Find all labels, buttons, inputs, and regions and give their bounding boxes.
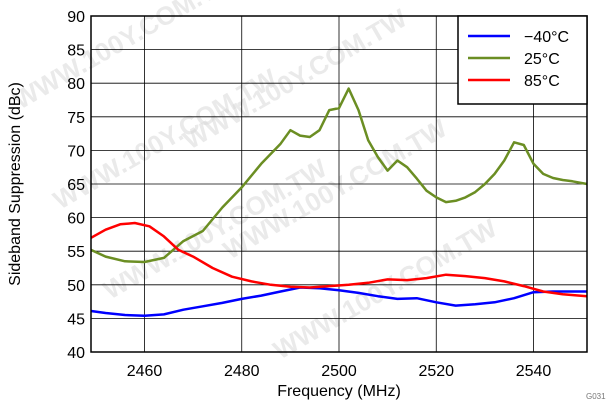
watermark-text: WWW.100Y.COM.TW xyxy=(268,213,502,366)
y-tick-label: 75 xyxy=(67,110,85,127)
y-axis-label: Sideband Suppression (dBc) xyxy=(7,82,24,286)
legend-label: −40°C xyxy=(524,29,569,46)
x-tick-labels: 2460 2480 2500 2520 2540 xyxy=(127,363,552,380)
y-tick-label: 50 xyxy=(67,278,85,295)
y-tick-label: 40 xyxy=(67,345,85,362)
x-tick-label: 2520 xyxy=(418,363,454,380)
y-tick-label: 90 xyxy=(67,9,85,26)
series-line xyxy=(90,87,588,264)
y-tick-label: 60 xyxy=(67,211,85,228)
y-tick-label: 70 xyxy=(67,143,85,160)
x-tick-label: 2540 xyxy=(516,363,552,380)
figure-id: G031 xyxy=(586,392,606,401)
y-tick-label: 65 xyxy=(67,177,85,194)
legend: −40°C 25°C 85°C xyxy=(457,15,588,105)
x-axis-label: Frequency (MHz) xyxy=(277,383,401,400)
x-tick-label: 2500 xyxy=(321,363,357,380)
y-tick-label: 55 xyxy=(67,244,85,261)
y-tick-label: 80 xyxy=(67,76,85,93)
y-tick-labels: 40 45 50 55 60 65 70 75 80 85 90 xyxy=(67,9,85,362)
series-line xyxy=(90,221,588,298)
legend-box xyxy=(457,15,588,105)
watermark-text: WWW.100Y.COM.TW xyxy=(98,153,332,306)
plot-frame xyxy=(90,15,588,353)
y-tick-label: 45 xyxy=(67,311,85,328)
x-tick-label: 2460 xyxy=(127,363,163,380)
series-lines xyxy=(90,87,588,317)
legend-label: 85°C xyxy=(524,73,560,90)
series-line xyxy=(90,286,587,317)
x-tick-label: 2480 xyxy=(224,363,260,380)
y-tick-label: 85 xyxy=(67,43,85,60)
legend-label: 25°C xyxy=(524,51,560,68)
